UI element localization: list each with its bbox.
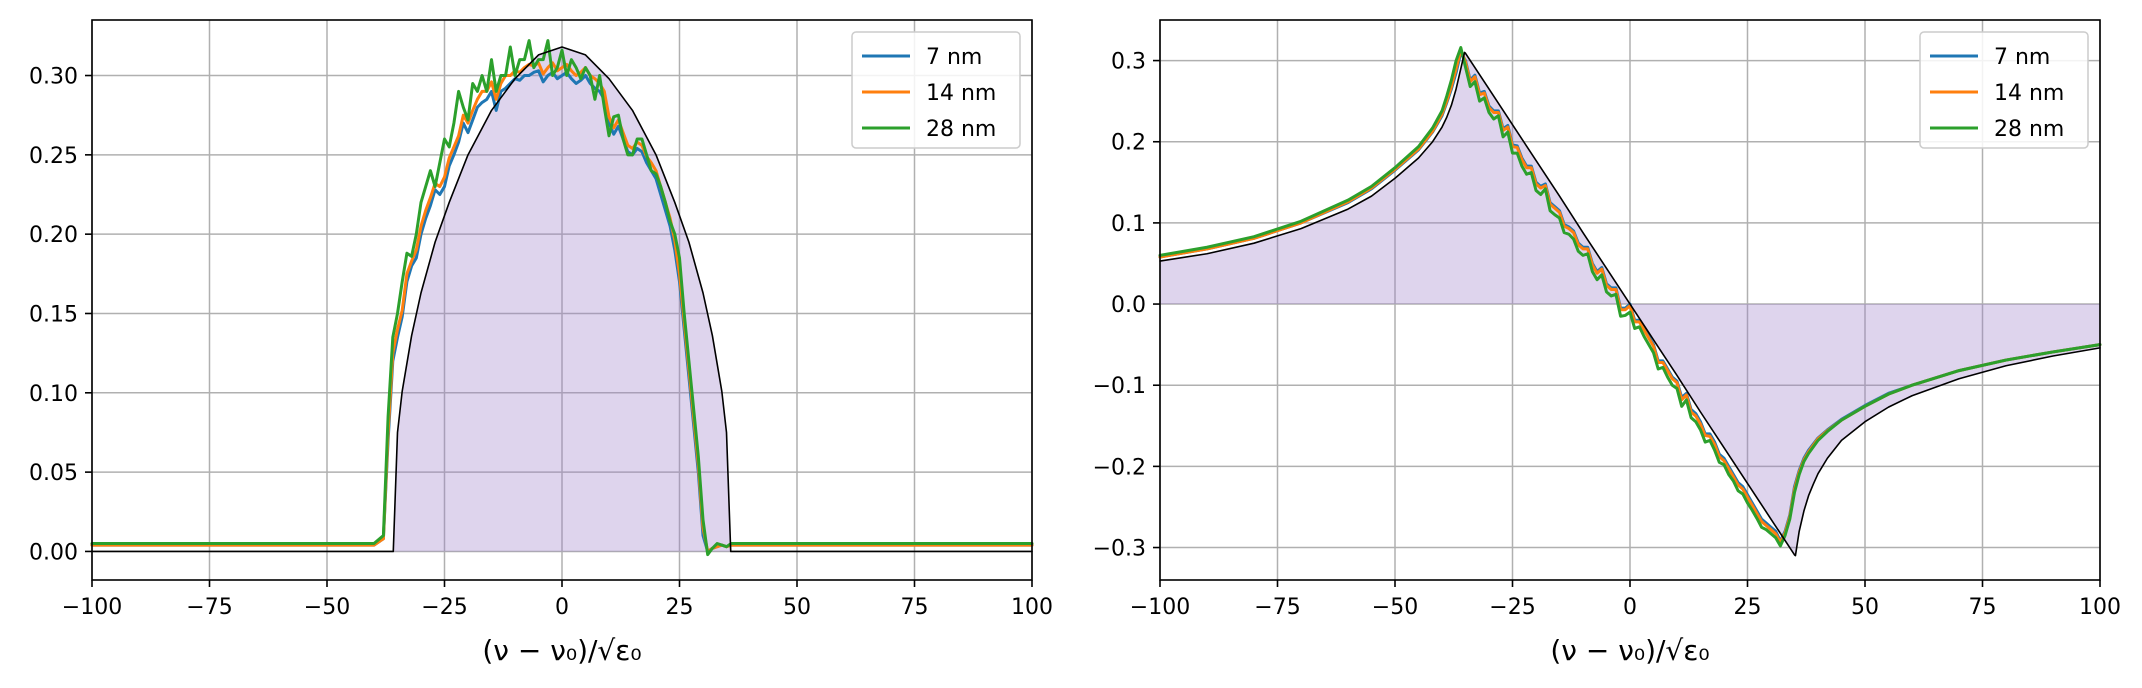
right-chart-legend: 7 nm 14 nm 28 nm [1919,31,2089,149]
left-chart-legend-box [851,31,1021,149]
left-chart-xtick-label: 0 [555,595,569,620]
left-chart-area-fill [92,46,1032,552]
right-chart-xtick-label: 0 [1623,595,1637,620]
left-chart-ytick-label: 0.20 [29,223,78,248]
right-chart-series [1158,46,2102,557]
right-chart-axes: −100 −75 −50 −25 0 25 50 75 100 −0.3 −0.2 −0.1 0.0 0.… [1093,19,2121,667]
left-chart-legend-label: 28 nm [926,117,996,142]
right-chart-ytick-label: 0.2 [1111,131,1146,156]
right-chart-xtick-label: −75 [1254,595,1300,620]
right-chart-xtick-label: −25 [1489,595,1535,620]
right-chart-series-line-14-nm [1158,48,2102,545]
left-chart-xtick-label: −100 [62,595,122,620]
left-chart-axes: −100 −75 −50 −25 0 25 50 75 100 0.00 0.05 0.10 0.15 0… [29,19,1053,667]
right-chart-area-fill [1160,52,2100,556]
right-chart-xtick-label: 100 [2079,595,2121,620]
left-chart-ytick-label: 0.10 [29,382,78,407]
left-chart-ytick-label: 0.00 [29,540,78,565]
left-chart-ytick-label: 0.15 [29,302,78,327]
left-chart-legend-label: 7 nm [926,45,982,70]
left-chart-xtick-label: −75 [186,595,232,620]
right-chart-legend-box [1919,31,2089,149]
left-chart-xtick-label: −50 [304,595,350,620]
right-chart-xtick-label: 25 [1734,595,1762,620]
left-chart-ytick-label: 0.25 [29,144,78,169]
left-chart-ytick-label: 0.05 [29,461,78,486]
left-chart-series-line-reference [91,46,1033,553]
left-chart-xtick-label: 25 [666,595,694,620]
left-chart-series-line-28-nm [90,39,1034,557]
left-chart-legend: 7 nm 14 nm 28 nm [851,31,1021,149]
right-chart-xtick-label: −100 [1130,595,1190,620]
left-chart-xlabel: (ν − ν₀)/√ε₀ [482,634,641,667]
left-chart-xtick-label: 50 [783,595,811,620]
right-chart-legend-label: 14 nm [1994,81,2064,106]
right-chart-series-line-28-nm [1158,46,2102,548]
right-chart-ytick-label: −0.1 [1093,374,1146,399]
right-chart-xtick-label: 75 [1969,595,1997,620]
left-chart-fill [92,46,1032,552]
left-chart-legend-label: 14 nm [926,81,996,106]
right-chart-ytick-label: 0.1 [1111,212,1146,237]
right-chart-ytick-label: 0.0 [1111,293,1146,318]
right-chart-ytick-label: −0.3 [1093,537,1146,562]
right-chart-fill [1160,52,2100,556]
right-chart-legend-label: 28 nm [1994,117,2064,142]
right-chart-ytick-label: −0.2 [1093,455,1146,480]
right-chart-xlabel: (ν − ν₀)/√ε₀ [1550,634,1709,667]
left-chart-panel: −100 −75 −50 −25 0 25 50 75 100 0.00 0.05 0.10 0.15 0… [29,19,1053,667]
left-chart-xtick-label: 75 [901,595,929,620]
left-chart-xtick-label: 100 [1011,595,1053,620]
left-chart-series [90,39,1034,557]
right-chart-ytick-label: 0.3 [1111,50,1146,75]
left-chart-ytick-label: 0.30 [29,65,78,90]
right-chart-legend-label: 7 nm [1994,45,2050,70]
right-chart-series-line-reference [1159,51,2101,557]
right-chart-xtick-label: −50 [1372,595,1418,620]
right-chart-xtick-label: 50 [1851,595,1879,620]
right-chart-panel: −100 −75 −50 −25 0 25 50 75 100 −0.3 −0.2 −0.1 0.0 0.… [1093,19,2121,667]
left-chart-xtick-label: −25 [421,595,467,620]
